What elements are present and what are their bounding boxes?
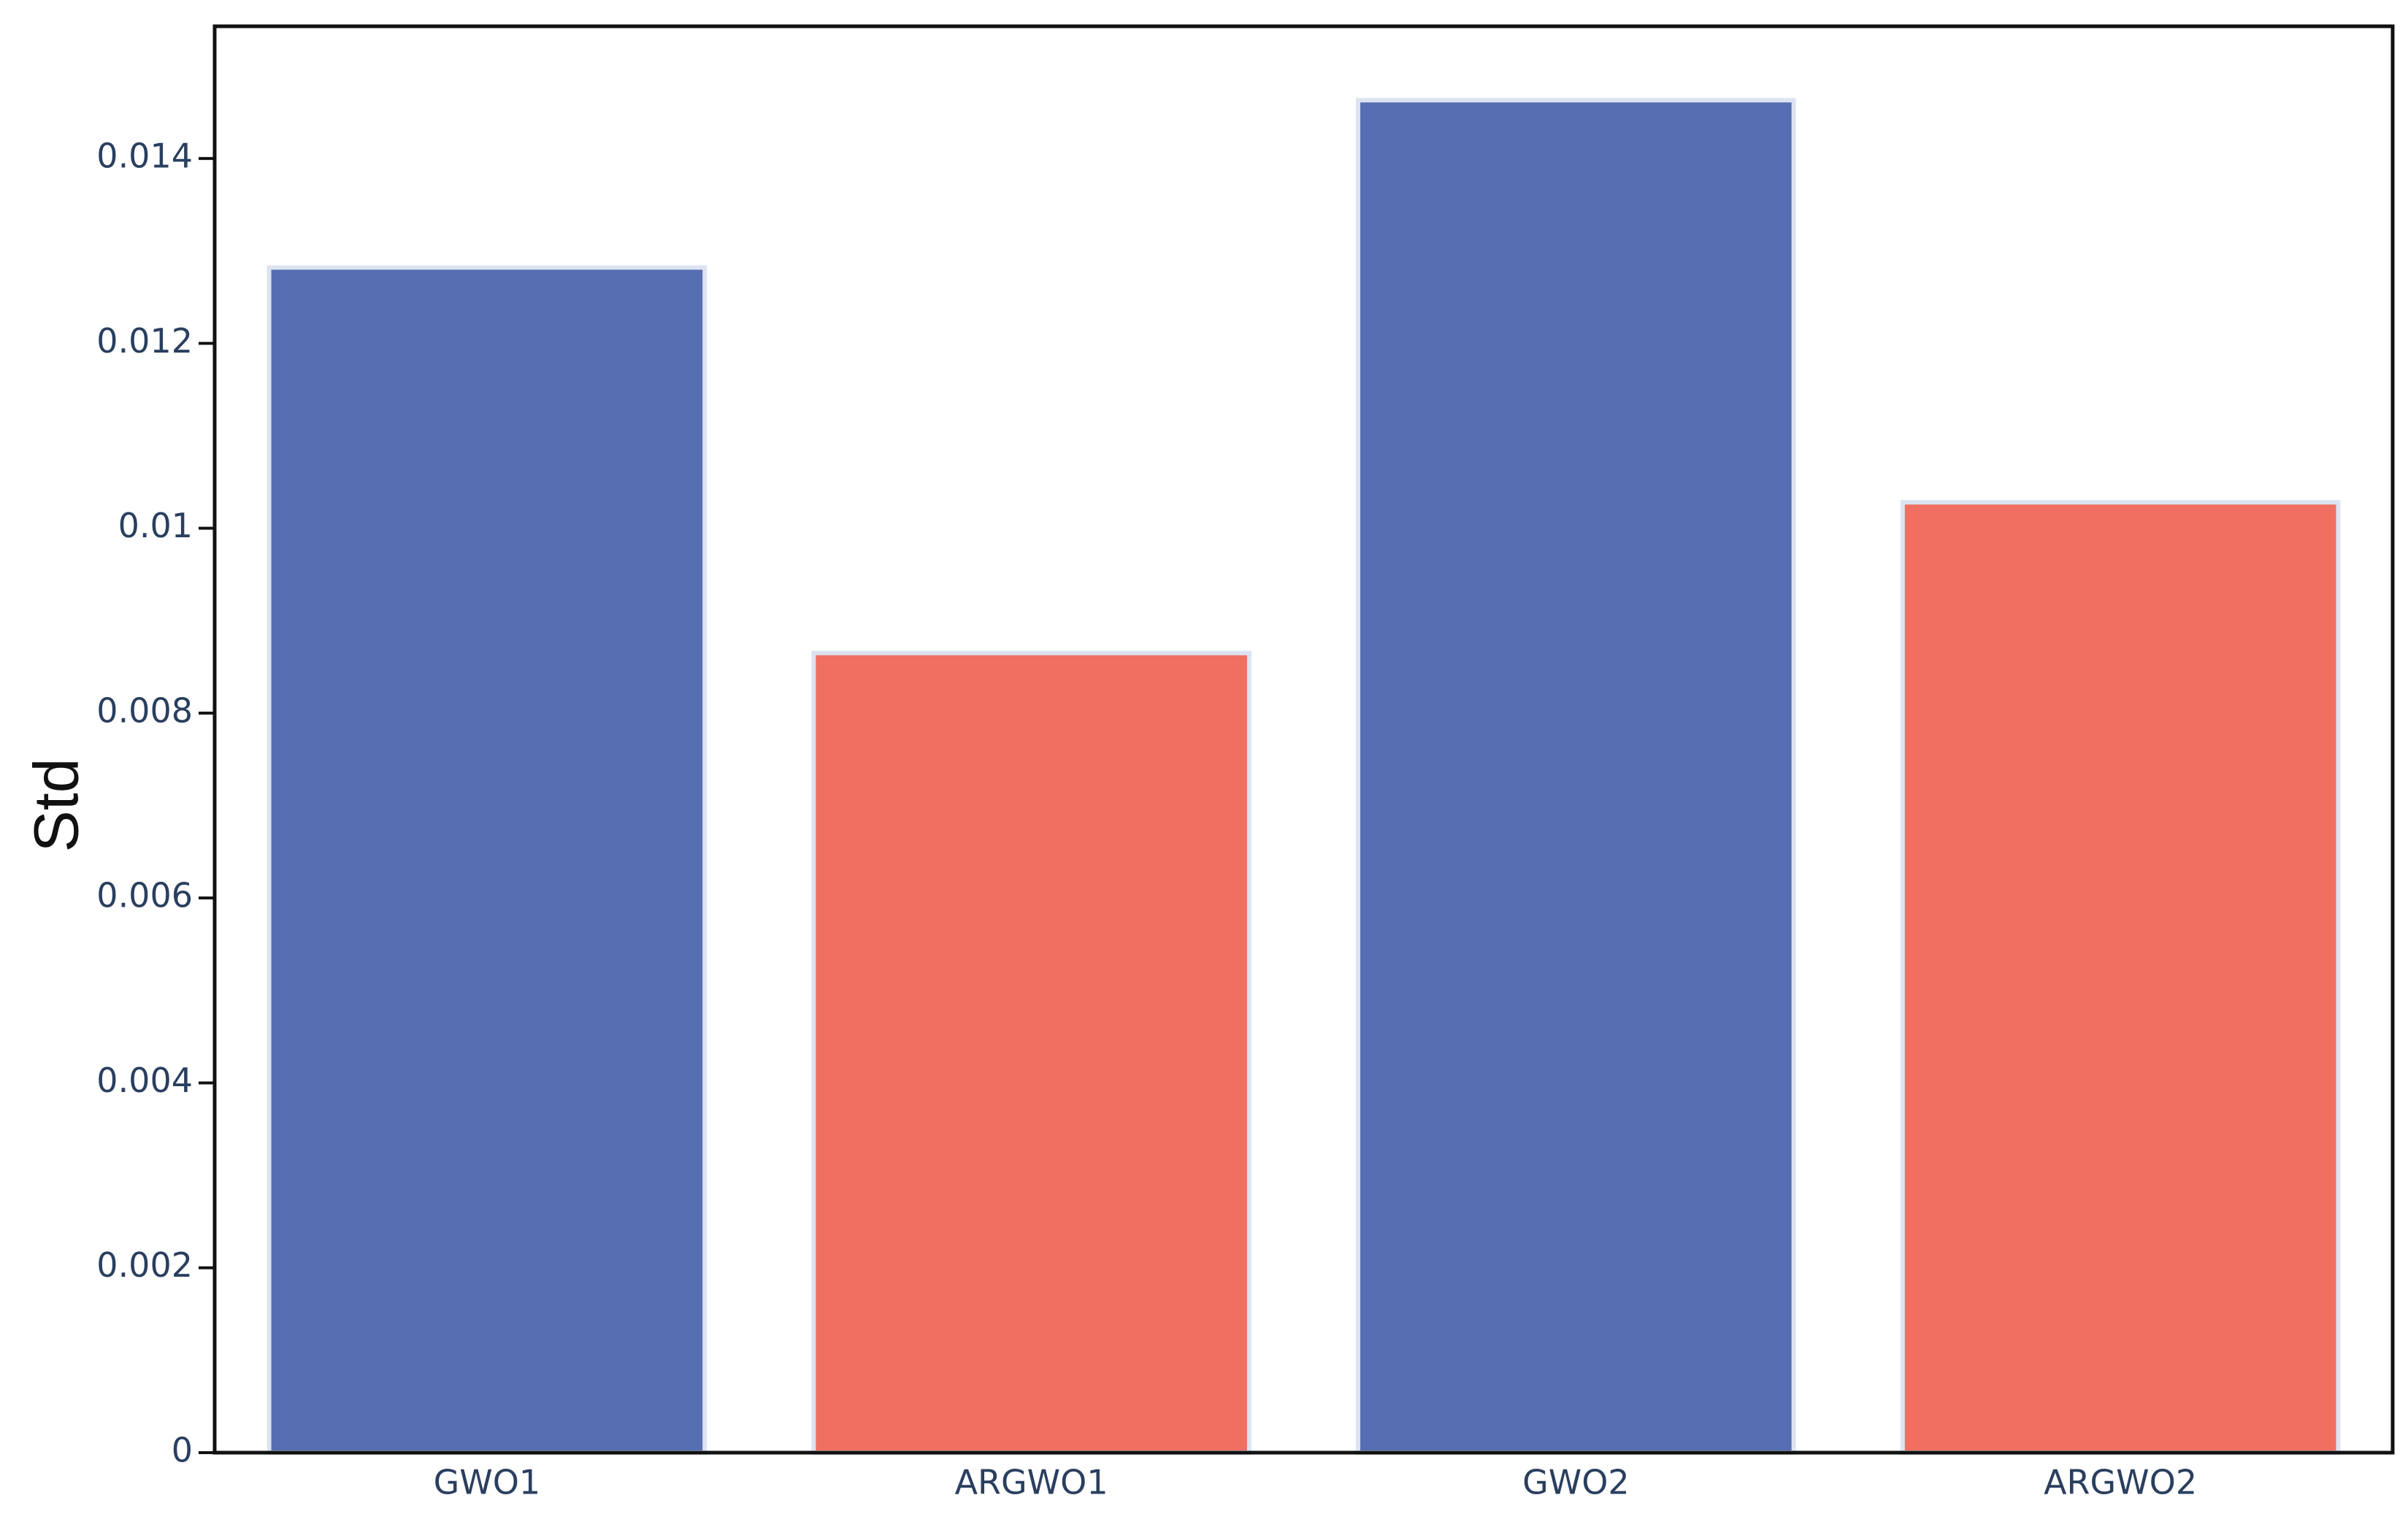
x-tick-label: ARGWO2: [2044, 1463, 2197, 1502]
y-tick-label: 0.01: [118, 506, 193, 545]
y-tick-label: 0.006: [96, 876, 193, 915]
plot-frame: [212, 24, 2395, 1455]
bar: [267, 265, 708, 1455]
bar: [811, 650, 1251, 1455]
x-tick-label: GWO2: [1522, 1463, 1630, 1502]
y-axis-label: Std: [22, 758, 92, 852]
y-tick-label: 0.002: [96, 1245, 193, 1285]
x-tick-label: GWO1: [434, 1463, 541, 1502]
bar: [1900, 500, 2341, 1455]
x-tick-label: ARGWO1: [955, 1463, 1108, 1502]
bar: [1356, 98, 1796, 1456]
y-tick-label: 0: [172, 1431, 193, 1470]
y-tick-label: 0.004: [96, 1061, 193, 1100]
y-tick-label: 0.008: [96, 691, 193, 730]
y-tick-label: 0.012: [96, 321, 193, 361]
y-tick-label: 0.014: [96, 137, 193, 176]
